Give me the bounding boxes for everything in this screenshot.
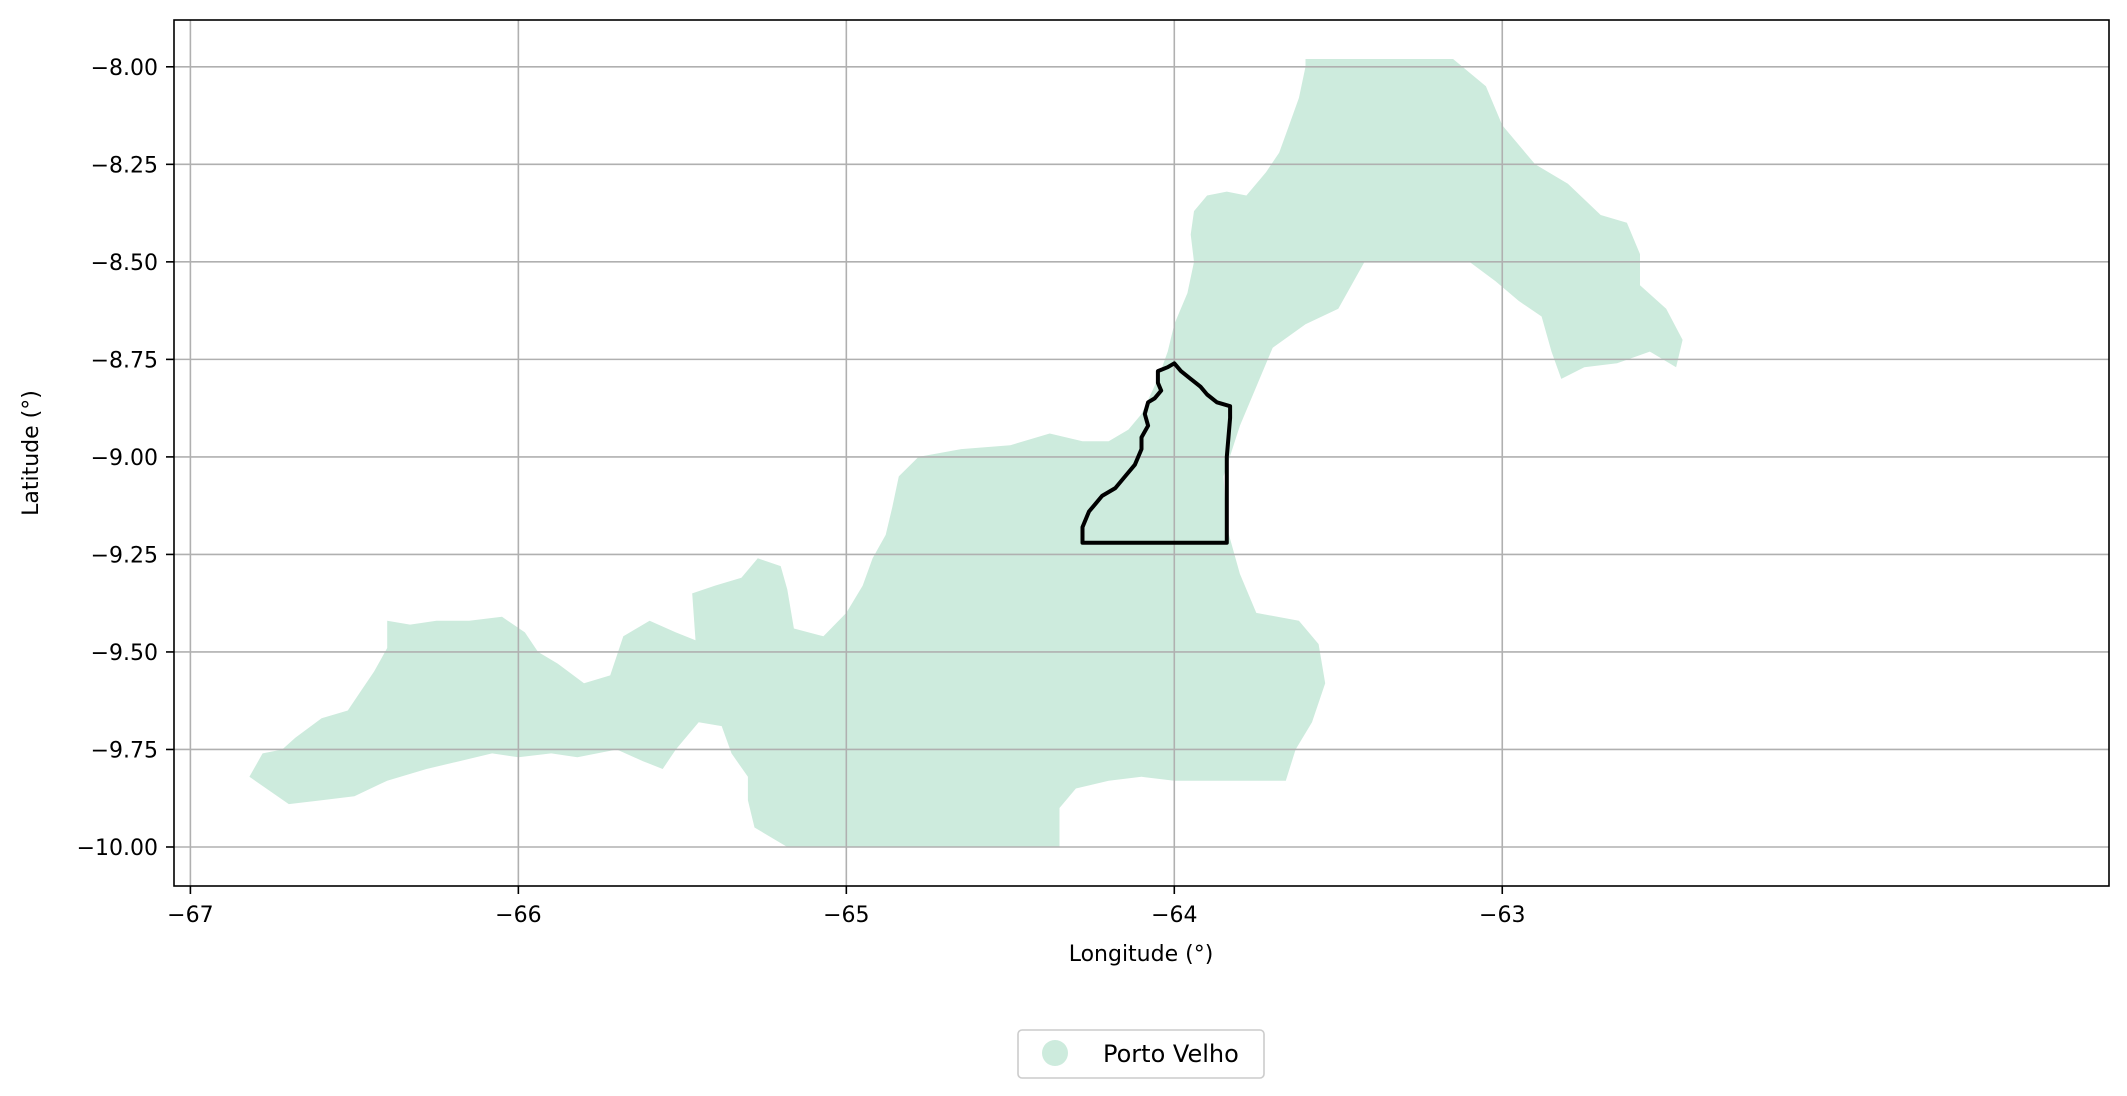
x-tick-label: −67 [167, 903, 213, 928]
x-tick-label: −65 [823, 903, 869, 928]
y-tick-label: −10.00 [77, 836, 158, 861]
y-tick-label: −9.75 [91, 738, 158, 763]
x-tick-label: −64 [1151, 903, 1197, 928]
y-tick-label: −8.50 [91, 251, 158, 276]
legend-label: Porto Velho [1103, 1040, 1239, 1068]
legend-box [1017, 1029, 1265, 1079]
grid-lines [174, 20, 2109, 886]
x-axis-label: Longitude (°) [1069, 942, 1214, 967]
porto-velho-region [249, 59, 1683, 847]
y-tick-label: −8.25 [91, 153, 158, 178]
legend: Porto Velho [1017, 1029, 1265, 1079]
x-tick-label: −63 [1479, 903, 1525, 928]
y-tick-label: −9.25 [91, 543, 158, 568]
y-tick-label: −9.00 [91, 446, 158, 471]
y-tick-label: −9.50 [91, 641, 158, 666]
y-axis-label: Latitude (°) [19, 390, 44, 516]
y-tick-label: −8.00 [91, 56, 158, 81]
y-tick-label: −8.75 [91, 348, 158, 373]
legend-marker [1042, 1040, 1068, 1066]
x-axis: −67 −66 −65 −64 −63 [167, 886, 1525, 928]
plot-frame [173, 19, 2110, 887]
y-axis: −8.00 −8.25 −8.50 −8.75 −9.00 −9.25 −9.50 −9.75… [77, 56, 174, 861]
municipality-boundary [1080, 361, 1233, 545]
plot-area [173, 19, 2110, 887]
x-tick-label: −66 [495, 903, 541, 928]
